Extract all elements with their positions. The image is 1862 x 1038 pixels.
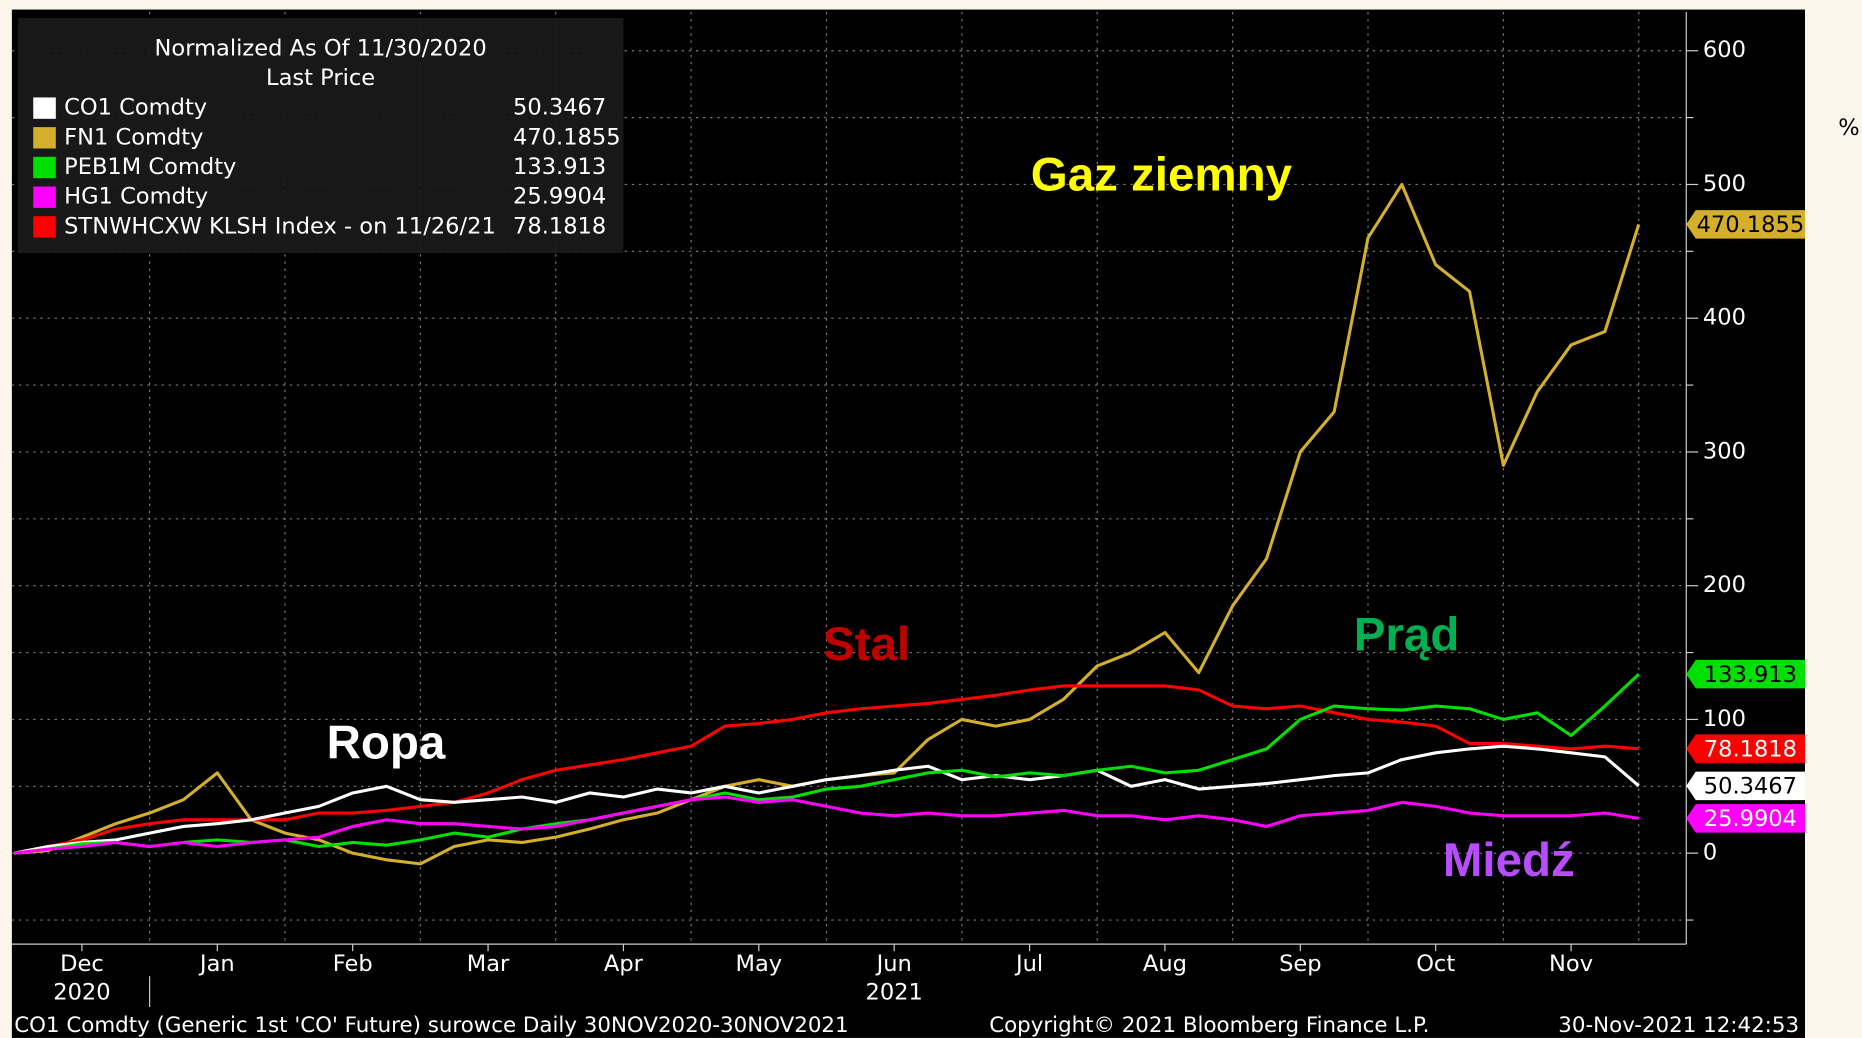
value-tag-label: 78.1818 bbox=[1704, 736, 1797, 762]
legend-value: 133.913 bbox=[513, 154, 606, 180]
value-tag-label: 50.3467 bbox=[1704, 774, 1797, 800]
x-tick-label: Jan bbox=[198, 951, 235, 977]
legend-swatch bbox=[33, 186, 56, 208]
legend-swatch bbox=[33, 97, 56, 119]
value-tag bbox=[1686, 734, 1805, 763]
series-line bbox=[13, 744, 1640, 855]
x-tick-label: May bbox=[736, 951, 783, 977]
value-tag-label: 470.1855 bbox=[1697, 212, 1805, 238]
series-line bbox=[14, 795, 1639, 855]
y-tick-label: 100 bbox=[1703, 706, 1746, 732]
y-tick-label: 500 bbox=[1703, 171, 1746, 197]
value-tag bbox=[1686, 659, 1805, 689]
annotation: Gaz ziemny bbox=[1031, 149, 1293, 202]
y-tick-label: 400 bbox=[1703, 305, 1746, 331]
value-tag-label: 133.913 bbox=[1704, 662, 1797, 688]
footer-time: 30-Nov-2021 12:42:53 bbox=[1558, 1013, 1799, 1038]
legend-box bbox=[17, 17, 624, 253]
lines bbox=[13, 182, 1641, 866]
legend-value: 78.1818 bbox=[513, 213, 606, 239]
y-tick-label: 600 bbox=[1703, 37, 1746, 63]
value-tag bbox=[1686, 804, 1805, 833]
x-tick-label: Jun bbox=[875, 951, 912, 977]
y-tick-label: 0 bbox=[1703, 840, 1717, 866]
legend-subtitle: Last Price bbox=[266, 65, 375, 91]
value-tag bbox=[1686, 210, 1805, 239]
legend-value: 470.1855 bbox=[513, 124, 621, 150]
annotation: Stal bbox=[823, 618, 910, 671]
legend-value: 25.9904 bbox=[513, 184, 606, 210]
annotation: Prąd bbox=[1354, 608, 1460, 661]
y-tick-label: 300 bbox=[1703, 438, 1746, 464]
x-tick-label: Jul bbox=[1014, 951, 1043, 977]
footer-copyright: Copyright© 2021 Bloomberg Finance L.P. bbox=[989, 1013, 1429, 1038]
x-year-label: 2020 bbox=[53, 979, 110, 1005]
x-tick-label: Sep bbox=[1279, 951, 1321, 977]
legend-swatch bbox=[33, 127, 56, 149]
axes: 0 100 200 300 400 500 600 Dec Jan Feb Mar Apr May Jun… bbox=[53, 37, 1805, 1008]
value-tag bbox=[1686, 771, 1805, 801]
x-tick-label: Dec bbox=[60, 951, 104, 977]
legend-swatch bbox=[33, 156, 56, 179]
unit-label: % bbox=[1838, 115, 1859, 141]
series-line bbox=[13, 684, 1639, 855]
annotation: Ropa bbox=[327, 716, 446, 769]
x-tick-label: Aug bbox=[1143, 951, 1187, 977]
annotation: Miedź bbox=[1443, 834, 1575, 887]
x-tick-label: Feb bbox=[333, 951, 373, 977]
legend-swatch bbox=[33, 216, 56, 238]
value-tag-label: 25.9904 bbox=[1704, 806, 1797, 832]
legend-label: PEB1M Comdty bbox=[64, 154, 236, 180]
x-tick-label: Mar bbox=[467, 951, 510, 977]
legend-label: HG1 Comdty bbox=[64, 184, 208, 210]
x-tick-label: Apr bbox=[604, 951, 644, 977]
x-tick-label: Oct bbox=[1416, 951, 1455, 977]
y-tick-label: 200 bbox=[1703, 572, 1746, 598]
legend-label: CO1 Comdty bbox=[64, 95, 207, 121]
legend-label: STNWHCXW KLSH Index - on 11/26/21 bbox=[64, 213, 496, 239]
legend: CO1 Comdty 50.3467 FN1 Comdty 470.1855 PEB1M… bbox=[33, 95, 621, 239]
legend-title: Normalized As Of 11/30/2020 bbox=[155, 35, 487, 61]
footer-source: CO1 Comdty (Generic 1st 'CO' Future) sur… bbox=[14, 1013, 848, 1038]
legend-label: FN1 Comdty bbox=[64, 124, 203, 150]
legend-value: 50.3467 bbox=[513, 95, 606, 121]
x-year-label: 2021 bbox=[865, 979, 922, 1005]
x-tick-label: Nov bbox=[1549, 951, 1593, 977]
